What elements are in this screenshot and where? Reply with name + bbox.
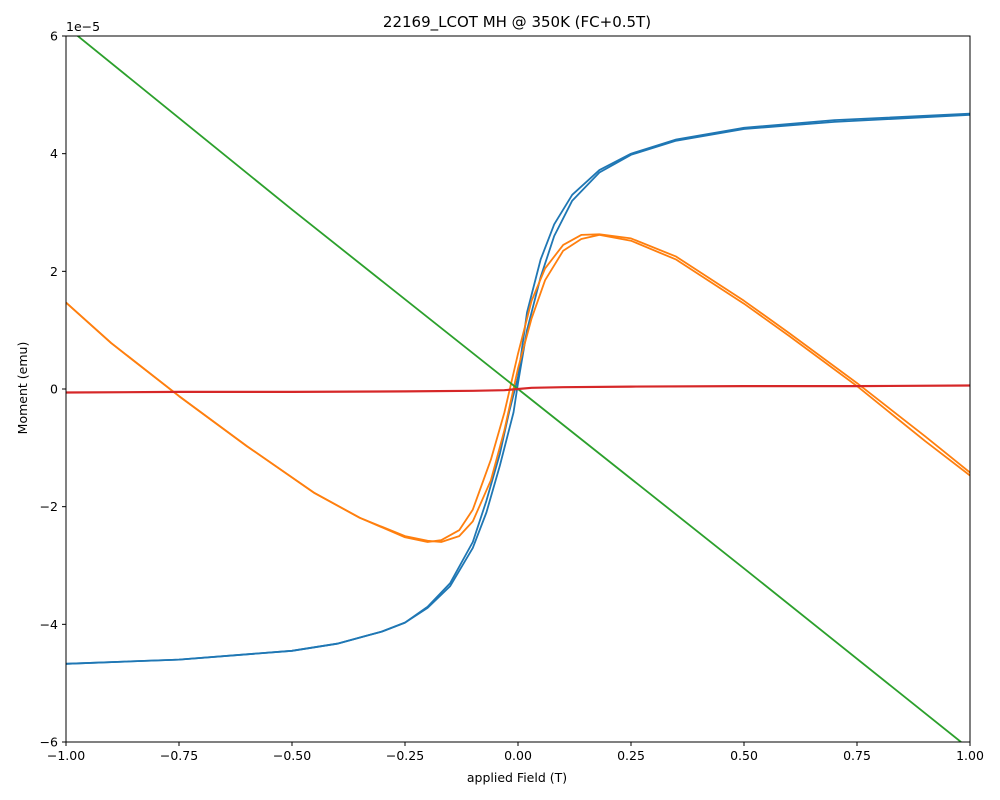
x-axis-ticks: −1.00 −0.75 −0.50 −0.25 0.00 0.25 0.50 0.75 1.00 [47,742,984,763]
series-4-branch-1-line [66,384,970,394]
x-tick-label: 0.50 [730,748,758,763]
y-tick-label: 6 [50,29,58,44]
y-tick-label: −2 [40,499,58,514]
x-tick-label: −0.75 [160,748,198,763]
x-tick-label: 0.25 [617,748,645,763]
x-tick-label: −0.50 [273,748,311,763]
plot-area [66,36,970,742]
y-offset-label: 1e−5 [66,19,100,34]
y-tick-label: −4 [40,617,58,632]
y-tick-label: 4 [50,146,58,161]
plot-frame [65,35,971,743]
x-tick-label: 0.00 [504,748,532,763]
x-tick-label: −1.00 [47,748,85,763]
x-tick-label: 1.00 [956,748,984,763]
x-tick-label: −0.25 [386,748,424,763]
y-axis-label: Moment (emu) [15,342,30,435]
y-tick-label: 2 [50,264,58,279]
y-axis-ticks: −6 −4 −2 0 2 4 6 [40,29,66,750]
chart-title: 22169_LCOT MH @ 350K (FC+0.5T) [383,13,651,32]
y-tick-label: −6 [40,735,58,750]
y-tick-label: 0 [50,382,58,397]
x-axis-label: applied Field (T) [467,770,567,785]
x-tick-label: 0.75 [843,748,871,763]
